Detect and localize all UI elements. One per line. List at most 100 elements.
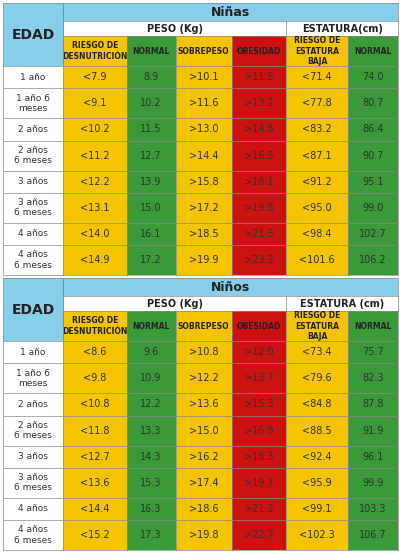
Text: >17.4: >17.4 [189,478,219,488]
Text: 106.2: 106.2 [359,255,387,265]
Text: >19.8: >19.8 [244,203,274,213]
Text: >19.7: >19.7 [244,478,274,488]
Text: 86.4: 86.4 [363,125,384,135]
Text: <73.4: <73.4 [302,347,332,357]
Text: 10.2: 10.2 [140,99,162,109]
Text: 12.2: 12.2 [140,399,162,409]
Text: <77.8: <77.8 [302,99,332,109]
Text: 96.1: 96.1 [363,452,384,461]
Text: 4 años: 4 años [18,504,48,514]
Text: <14.9: <14.9 [80,255,109,265]
Text: RIESGO DE
ESTATURA
BAJA: RIESGO DE ESTATURA BAJA [294,311,340,341]
Text: 9.6: 9.6 [144,347,159,357]
Text: >19.9: >19.9 [189,255,219,265]
Text: RIESGO DE
ESTATURA
BAJA: RIESGO DE ESTATURA BAJA [294,36,340,66]
Text: >10.1: >10.1 [189,72,219,83]
Text: >18.6: >18.6 [189,504,219,514]
Text: 2 años: 2 años [18,400,48,409]
Text: <102.3: <102.3 [299,530,335,540]
Text: >18.1: >18.1 [244,177,274,187]
Text: NORMAL: NORMAL [132,322,170,331]
Text: <13.6: <13.6 [80,478,109,488]
Text: RIESGO DE
DESNUTRICIÓN: RIESGO DE DESNUTRICIÓN [62,42,128,61]
Text: >18.3: >18.3 [244,452,274,461]
Text: >11.6: >11.6 [189,99,219,109]
Text: <10.8: <10.8 [80,399,109,409]
Text: SOBREPESO: SOBREPESO [178,47,229,56]
Text: 17.3: 17.3 [140,530,162,540]
Text: PESO (Kg): PESO (Kg) [147,24,203,34]
Text: >21.2: >21.2 [244,504,274,514]
Text: >14.8: >14.8 [244,125,274,135]
Text: 103.3: 103.3 [359,504,387,514]
Text: 87.8: 87.8 [362,399,384,409]
Text: 3 años
6 meses: 3 años 6 meses [14,473,52,493]
Text: 106.7: 106.7 [359,530,387,540]
Text: <11.2: <11.2 [80,151,109,161]
Text: >13.2: >13.2 [244,99,274,109]
Text: NORMAL: NORMAL [132,47,170,56]
Text: 13.3: 13.3 [140,425,162,435]
Text: >16.2: >16.2 [189,452,219,461]
Text: 90.7: 90.7 [362,151,384,161]
Text: 91.9: 91.9 [363,425,384,435]
Text: >16.5: >16.5 [244,151,274,161]
Text: <83.2: <83.2 [302,125,332,135]
Text: <87.1: <87.1 [302,151,332,161]
Text: 2 años
6 meses: 2 años 6 meses [14,146,52,165]
Text: 10.9: 10.9 [140,373,162,383]
Text: <8.6: <8.6 [83,347,106,357]
Text: 82.3: 82.3 [362,373,384,383]
Text: >19.8: >19.8 [189,530,219,540]
Text: 1 año: 1 año [20,73,46,82]
Text: <71.4: <71.4 [302,72,332,83]
Text: 17.2: 17.2 [140,255,162,265]
Text: 3 años
6 meses: 3 años 6 meses [14,198,52,218]
Text: <10.2: <10.2 [80,125,109,135]
Text: <14.4: <14.4 [80,504,109,514]
Text: ESTATURA(cm): ESTATURA(cm) [302,24,383,34]
Text: 1 año 6
meses: 1 año 6 meses [16,94,50,113]
Text: >13.0: >13.0 [189,125,219,135]
Text: >15.8: >15.8 [189,177,219,187]
Text: 4 años: 4 años [18,229,48,238]
Text: <84.8: <84.8 [302,399,332,409]
Text: ESTATURA (cm): ESTATURA (cm) [300,299,384,309]
Text: <9.8: <9.8 [83,373,106,383]
Text: >18.5: >18.5 [189,229,219,239]
Text: RIESGO DE
DESNUTRICIÓN: RIESGO DE DESNUTRICIÓN [62,316,128,336]
Text: 75.7: 75.7 [362,347,384,357]
Text: 15.0: 15.0 [140,203,162,213]
Text: 99.9: 99.9 [363,478,384,488]
Text: 16.1: 16.1 [140,229,162,239]
Text: Niñas: Niñas [211,6,250,18]
Text: 4 años
6 meses: 4 años 6 meses [14,525,52,545]
Text: 74.0: 74.0 [362,72,384,83]
Text: 3 años: 3 años [18,177,48,186]
Text: 8.9: 8.9 [144,72,159,83]
Text: 1 año: 1 año [20,348,46,357]
Text: <11.8: <11.8 [80,425,109,435]
Text: >17.2: >17.2 [189,203,219,213]
Text: 2 años
6 meses: 2 años 6 meses [14,421,52,440]
Text: <95.0: <95.0 [302,203,332,213]
Text: <98.4: <98.4 [302,229,332,239]
Text: EDAD: EDAD [11,302,55,317]
Text: >11.5: >11.5 [244,72,274,83]
Text: 12.7: 12.7 [140,151,162,161]
Text: 13.9: 13.9 [140,177,162,187]
Text: <7.9: <7.9 [83,72,107,83]
Text: >13.6: >13.6 [189,399,219,409]
Text: >13.7: >13.7 [244,373,274,383]
Text: >15.3: >15.3 [244,399,274,409]
Text: >14.4: >14.4 [189,151,219,161]
Text: NORMAL: NORMAL [354,47,392,56]
Text: >12.0: >12.0 [244,347,274,357]
Text: <79.6: <79.6 [302,373,332,383]
Text: 1 año 6
meses: 1 año 6 meses [16,368,50,388]
Text: 4 años
6 meses: 4 años 6 meses [14,250,52,270]
Text: >10.8: >10.8 [189,347,219,357]
Text: SOBREPESO: SOBREPESO [178,322,229,331]
Text: 102.7: 102.7 [359,229,387,239]
Text: EDAD: EDAD [11,28,55,42]
